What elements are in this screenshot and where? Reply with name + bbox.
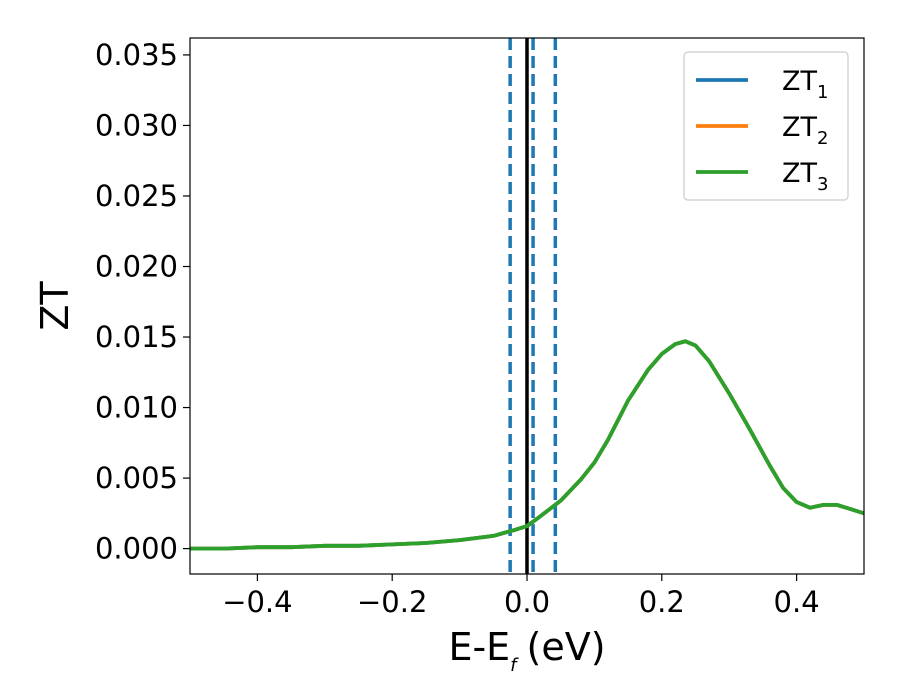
y-tick-label: 0.015: [95, 320, 178, 354]
y-axis-label: ZT: [33, 281, 77, 331]
x-axis-label-main: E-E: [448, 625, 510, 669]
y-tick-label: 0.010: [95, 391, 178, 425]
x-tick-label: −0.2: [357, 585, 427, 619]
x-axis-label-sub: f: [510, 655, 519, 676]
plot-area: [190, 38, 864, 574]
x-tick-label: 0.0: [504, 585, 550, 619]
y-tick-label: 0.035: [95, 38, 178, 72]
y-tick-label: 0.020: [95, 250, 178, 284]
x-tick-label: −0.4: [222, 585, 292, 619]
y-tick-label: 0.025: [95, 179, 178, 213]
legend-label: ZT3: [782, 158, 828, 195]
legend-label: ZT2: [782, 112, 828, 149]
series-line-3: [190, 339, 864, 551]
y-axis: 0.000 0.005 0.010 0.015 0.020 0.025 0.030 0.035: [95, 38, 190, 566]
legend-label: ZT1: [782, 66, 828, 103]
x-tick-label: 0.2: [639, 585, 685, 619]
y-tick-label: 0.000: [95, 532, 178, 566]
y-tick-label: 0.005: [95, 461, 178, 495]
x-tick-label: 0.4: [774, 585, 820, 619]
x-axis-label-unit: (eV): [527, 625, 606, 669]
x-axis-label: E-Ef (eV): [448, 625, 605, 676]
y-tick-label: 0.030: [95, 108, 178, 142]
x-axis: −0.4 −0.2 0.0 0.2 0.4: [222, 574, 820, 619]
legend-box: [683, 51, 849, 201]
legend: ZT1 ZT2 ZT3: [683, 51, 849, 201]
